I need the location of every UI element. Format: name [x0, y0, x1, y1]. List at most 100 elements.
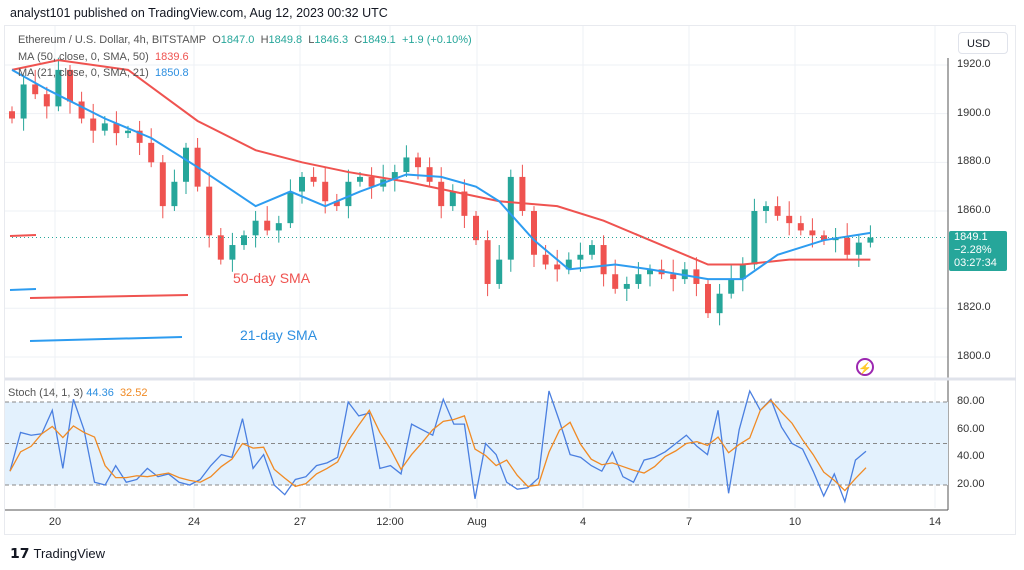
candle-body [217, 235, 224, 260]
candle-body [43, 94, 50, 107]
candle-body [159, 162, 166, 207]
candle-body [136, 130, 143, 143]
stoch-tick-label: 80.00 [957, 395, 985, 408]
price-tick-label: 1920.0 [957, 58, 991, 70]
candle-body [473, 215, 479, 241]
candle-body [589, 245, 595, 255]
candle-body [751, 210, 758, 265]
candle-body [844, 237, 851, 255]
candle-body [391, 172, 398, 180]
time-tick-label: 4 [579, 516, 587, 528]
sma50-annotation: 50-day SMA [233, 270, 311, 286]
candle-body [786, 215, 793, 224]
candle-body [739, 264, 746, 280]
candle-body [9, 111, 15, 119]
time-tick-label: Aug [467, 516, 487, 528]
price-tick-label: 1820.0 [957, 301, 991, 314]
candle-body [763, 206, 769, 211]
published-caption: analyst101 published on TradingView.com,… [10, 6, 388, 20]
candle-body [774, 206, 781, 216]
candle-body [635, 274, 642, 284]
ma21-legend[interactable]: MA (21, close, 0, SMA, 21) 1850.8 [18, 67, 189, 79]
candle-body [113, 123, 120, 134]
candle-body [716, 293, 723, 314]
price-tick-label: 1880.0 [957, 155, 991, 168]
symbol-name: Ethereum / U.S. Dollar, 4h, BITSTAMP [18, 34, 207, 46]
annotation-line [9, 234, 37, 237]
candle-body [32, 84, 39, 95]
candle-body [229, 245, 236, 260]
candle-body [125, 130, 131, 134]
candle-body [78, 101, 85, 119]
candle-body [171, 181, 178, 207]
chart-frame[interactable] [4, 25, 1016, 535]
time-tick-label: 20 [48, 516, 62, 528]
annotation-line [9, 288, 37, 291]
candle-body [403, 157, 410, 173]
time-tick-label: 10 [788, 516, 802, 528]
stoch-k-line [9, 389, 867, 504]
candle-body [438, 181, 445, 207]
candle-body [647, 269, 653, 275]
close-value: 1849.1 [362, 34, 396, 46]
candle-body [275, 223, 282, 231]
high-value: 1849.8 [268, 34, 303, 46]
candle-body [368, 176, 375, 187]
sma21-line [11, 68, 871, 281]
stoch-legend[interactable]: Stoch (14, 1, 3) 44.36 32.52 [8, 387, 148, 399]
candle-body [101, 123, 108, 131]
candle-body [705, 283, 711, 314]
tradingview-logo[interactable]: 𝟭𝟳 TradingView [10, 545, 106, 561]
candle-body [809, 230, 816, 236]
time-tick-label: 27 [293, 516, 307, 528]
candle-body [612, 274, 619, 289]
ma50-legend[interactable]: MA (50, close, 0, SMA, 50) 1839.6 [18, 51, 189, 63]
candle-body [797, 223, 804, 231]
price-tick-label: 1900.0 [957, 106, 991, 119]
candle-body [449, 191, 456, 207]
candle-body [484, 240, 491, 284]
candle-body [67, 69, 73, 102]
price-tick-label: 1800.0 [957, 349, 991, 362]
stoch-tick-label: 60.00 [957, 422, 985, 435]
candle-body [357, 176, 363, 182]
candle-body [415, 157, 421, 168]
last-price-label: 1849.1 −2.28% 03:27:34 [949, 231, 1007, 271]
candle-body [264, 220, 271, 231]
candle-body [333, 201, 340, 207]
candle-body [461, 191, 468, 216]
low-value: 1846.3 [314, 34, 349, 46]
candle-body [322, 181, 329, 202]
lightning-icon[interactable]: ⚡ [856, 358, 874, 376]
stoch-d-line [9, 399, 867, 492]
stoch-tick-label: 20.00 [957, 478, 985, 490]
stoch-tick-label: 40.00 [957, 450, 985, 463]
candle-body [206, 186, 213, 236]
candle-body [90, 118, 97, 131]
candle-body [577, 254, 584, 260]
candle-body [670, 274, 677, 280]
change-value: +1.9 (+0.10%) [401, 34, 472, 46]
candle-body [531, 210, 537, 255]
candle-body [867, 237, 874, 243]
time-tick-label: 24 [187, 516, 201, 528]
currency-button[interactable]: USD [958, 32, 1008, 54]
candle-body [20, 84, 27, 119]
candle-body [623, 283, 630, 289]
candle-body [565, 259, 572, 270]
open-value: 1847.0 [220, 34, 255, 46]
candle-body [426, 167, 433, 182]
candle-body [600, 245, 607, 275]
candle-body [855, 242, 862, 255]
candle-body [299, 176, 305, 192]
candle-body [728, 279, 735, 294]
candle-body [148, 142, 155, 163]
candle-body [519, 176, 526, 211]
symbol-legend: Ethereum / U.S. Dollar, 4h, BITSTAMP O18… [18, 34, 472, 46]
time-tick-label: 14 [928, 516, 942, 528]
tv-logo-icon: 𝟭𝟳 [10, 545, 30, 561]
candle-body [55, 69, 62, 107]
candle-body [542, 254, 549, 265]
candle-body [345, 181, 352, 207]
